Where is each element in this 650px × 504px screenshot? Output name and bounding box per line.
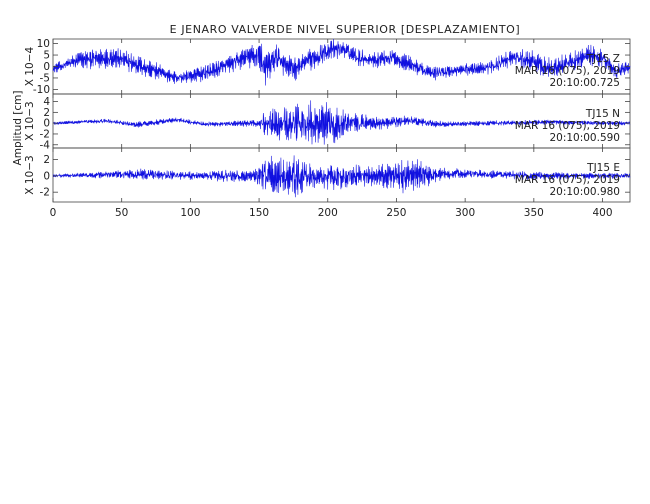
y-tick-label: -10 [33, 84, 50, 96]
y-tick-label: 0 [43, 118, 50, 130]
waveform-line [52, 38, 631, 86]
station-annotation: TJ15 E [586, 162, 620, 174]
y-tick-label: 0 [43, 61, 50, 73]
x-tick-label: 250 [386, 207, 406, 219]
station-annotation: 20:10:00.725 [549, 77, 620, 89]
panel-scale-label: X 10−3 [24, 101, 36, 140]
station-annotation: MAR 16 (075), 2019 [515, 174, 620, 186]
y-tick-label: 2 [43, 154, 50, 166]
station-annotation: 20:10:00.590 [549, 132, 620, 144]
y-tick-label: -2 [40, 187, 50, 199]
y-tick-label: -5 [40, 72, 50, 84]
x-tick-label: 400 [593, 207, 613, 219]
y-tick-label: 10 [37, 38, 50, 50]
panel-scale-label: X 10−4 [24, 46, 36, 86]
station-annotation: TJ15 N [585, 108, 620, 120]
y-axis-label: Amplitud [cm] [12, 91, 24, 166]
y-tick-label: -2 [40, 128, 50, 140]
x-tick-label: 150 [249, 207, 269, 219]
y-tick-label: 4 [43, 96, 50, 108]
station-annotation: 20:10:00.980 [549, 186, 620, 198]
waveform-line [52, 155, 631, 198]
panel-scale-label: X 10−3 [24, 155, 36, 194]
station-annotation: MAR 16 (075), 2019 [515, 65, 620, 77]
y-tick-label: 5 [43, 50, 50, 62]
chart-title: E JENARO VALVERDE NIVEL SUPERIOR [DESPLA… [170, 23, 521, 36]
y-tick-label: 2 [43, 107, 50, 119]
waveform-line [52, 100, 631, 145]
x-tick-label: 0 [50, 207, 57, 219]
x-tick-label: 50 [115, 207, 128, 219]
y-tick-label: 0 [43, 170, 50, 182]
x-tick-label: 300 [455, 207, 475, 219]
station-annotation: MAR 16 (075), 2019 [515, 120, 620, 132]
x-tick-label: 100 [180, 207, 200, 219]
x-tick-label: 350 [524, 207, 544, 219]
x-tick-label: 200 [318, 207, 338, 219]
station-annotation: TJ15 Z [586, 53, 620, 65]
y-tick-label: -4 [40, 139, 51, 151]
